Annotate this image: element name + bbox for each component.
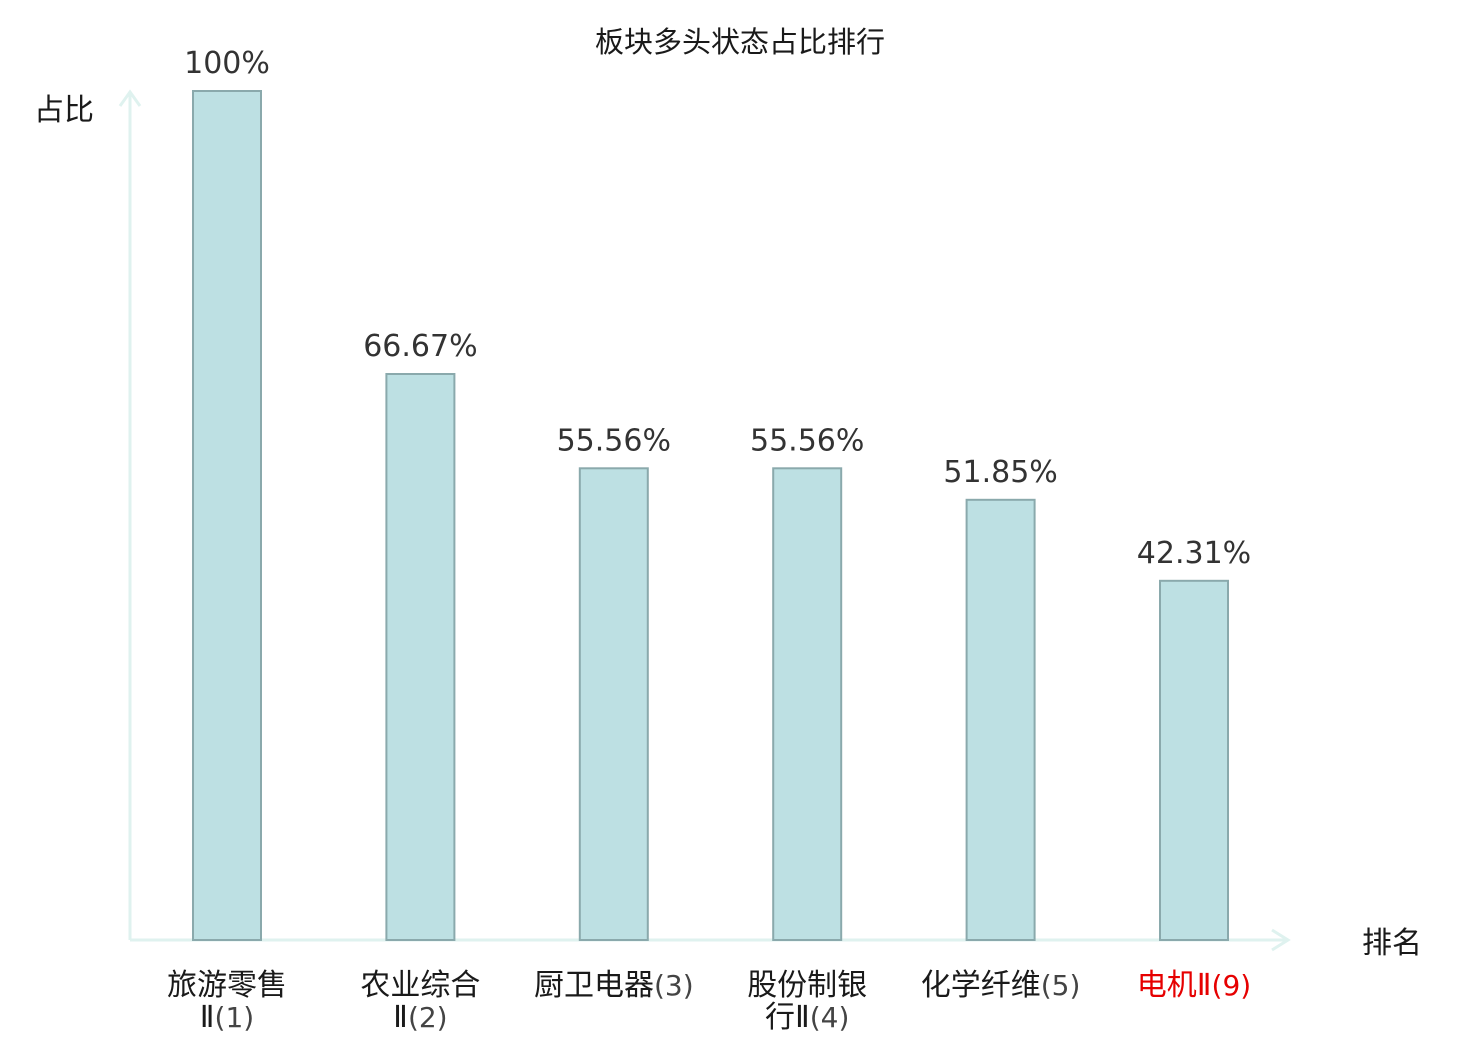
bar-5 bbox=[965, 498, 1036, 941]
category-label-2-line-2: Ⅱ(2) bbox=[393, 1000, 447, 1035]
x-axis-label: 排名 bbox=[1362, 926, 1422, 961]
bar-2 bbox=[385, 373, 456, 941]
value-label-4: 55.56% bbox=[750, 423, 864, 458]
bar-4 bbox=[772, 467, 843, 941]
bars-group bbox=[192, 90, 1229, 941]
y-axis bbox=[118, 89, 142, 940]
value-label-1: 100% bbox=[184, 46, 270, 81]
category-label-5-line-1: 化学纤维(5) bbox=[921, 968, 1081, 1003]
category-label-1-line-1: 旅游零售 bbox=[167, 968, 287, 1003]
category-label-4-line-2: 行Ⅱ(4) bbox=[765, 1000, 849, 1035]
value-label-5: 51.85% bbox=[943, 455, 1057, 490]
chart-title: 板块多头状态占比排行 bbox=[595, 25, 885, 59]
y-axis-label: 占比 bbox=[34, 93, 94, 128]
value-labels-group: 100% 66.67% 55.56% 55.56% 51.85% 42.31% bbox=[184, 46, 1251, 571]
value-label-6: 42.31% bbox=[1137, 536, 1251, 571]
category-label-2-line-1: 农业综合 bbox=[360, 968, 480, 1003]
value-label-3: 55.56% bbox=[557, 423, 671, 458]
value-label-2: 66.67% bbox=[363, 329, 477, 364]
bar-3 bbox=[578, 467, 649, 941]
x-axis bbox=[130, 928, 1291, 952]
bar-6 bbox=[1159, 579, 1229, 941]
category-label-4-line-1: 股份制银 bbox=[747, 968, 867, 1003]
bar-1 bbox=[192, 90, 262, 941]
category-label-1-line-2: Ⅱ(1) bbox=[200, 1000, 254, 1035]
category-label-6-line-1: 电机Ⅱ(9) bbox=[1137, 968, 1251, 1003]
category-label-3-line-1: 厨卫电器(3) bbox=[534, 968, 694, 1003]
